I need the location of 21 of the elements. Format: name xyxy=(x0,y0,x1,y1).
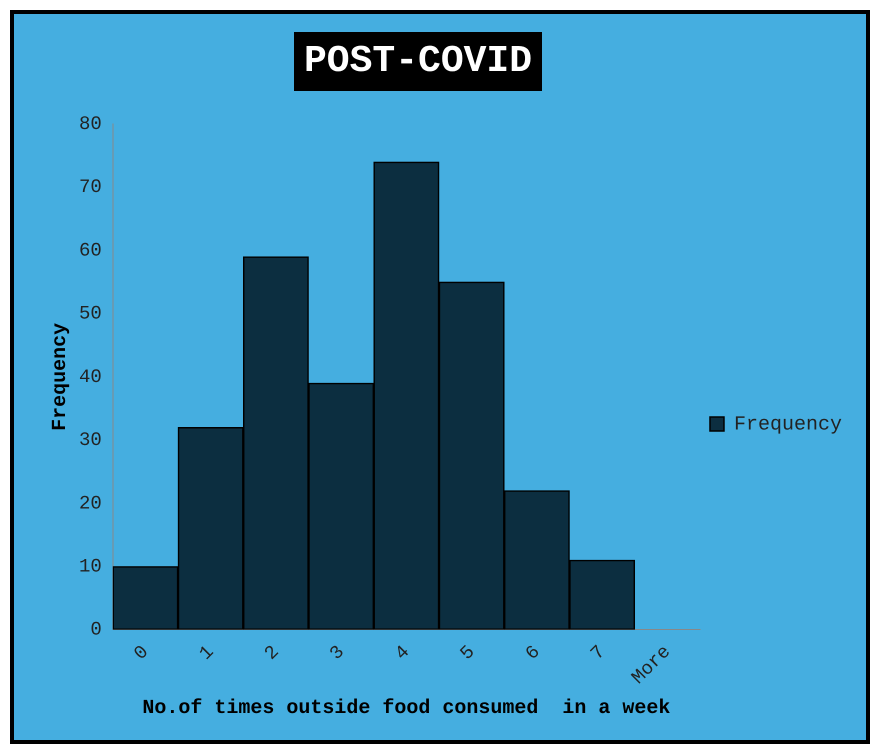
y-tick-label: 70 xyxy=(78,176,102,198)
y-tick-label: 60 xyxy=(78,239,102,262)
chart-title: POST-COVID xyxy=(294,32,542,91)
y-tick-label: 50 xyxy=(78,302,102,325)
y-tick-label: 0 xyxy=(90,618,102,641)
y-axis-title: Frequency xyxy=(49,322,72,431)
x-tick-label: 5 xyxy=(456,640,480,665)
x-tick-label: 2 xyxy=(260,640,284,665)
y-tick-label: 20 xyxy=(78,492,102,514)
legend-label: Frequency xyxy=(734,413,842,436)
y-tick-label: 10 xyxy=(78,555,102,578)
x-axis-title: No.of times outside food consumed in a week xyxy=(142,697,670,720)
x-tick-label: 1 xyxy=(194,640,218,665)
x-tick-label: 0 xyxy=(130,640,154,665)
x-tick-label: 6 xyxy=(521,640,545,665)
x-tick-label: 4 xyxy=(390,640,414,665)
y-tick-label: 80 xyxy=(78,113,102,136)
y-tick-label: 40 xyxy=(78,366,102,388)
x-tick-label: 3 xyxy=(325,640,349,665)
y-tick-label: 30 xyxy=(78,429,102,452)
x-tick-label: 7 xyxy=(586,640,610,665)
